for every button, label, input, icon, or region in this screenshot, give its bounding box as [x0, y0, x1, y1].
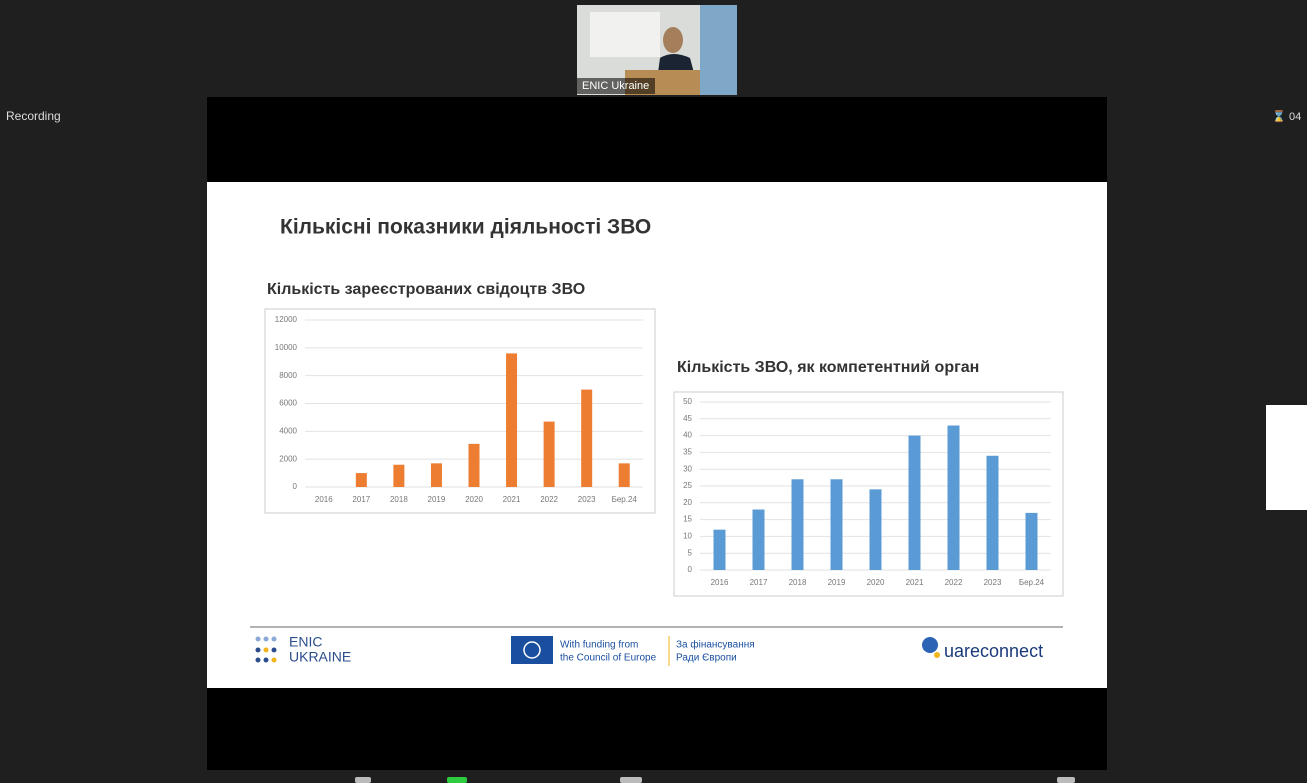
x-tick-label: 2016 — [315, 495, 333, 504]
x-tick-label: 2019 — [428, 495, 446, 504]
logo-dot — [264, 637, 269, 642]
y-tick-label: 10000 — [275, 343, 298, 352]
logo-dot — [264, 658, 269, 663]
x-tick-label: 2022 — [945, 578, 963, 587]
x-tick-label: 2021 — [906, 578, 924, 587]
x-tick-label: Бер.24 — [1019, 578, 1045, 587]
logo-dot — [272, 658, 277, 663]
x-tick-label: 2019 — [828, 578, 846, 587]
toolbar-icon[interactable] — [1057, 777, 1075, 783]
logo-dot — [256, 658, 261, 663]
logo-text: UKRAINE — [289, 649, 351, 665]
logo-text: ENIC — [289, 634, 322, 650]
side-panel — [1266, 405, 1307, 510]
y-tick-label: 2000 — [279, 454, 297, 463]
y-tick-label: 0 — [688, 565, 693, 574]
person-head — [663, 27, 683, 53]
x-tick-label: 2023 — [578, 495, 596, 504]
x-tick-label: 2020 — [465, 495, 483, 504]
y-tick-label: 15 — [683, 515, 692, 524]
logo-dot — [272, 637, 277, 642]
x-tick-label: 2016 — [711, 578, 729, 587]
y-tick-label: 25 — [683, 481, 692, 490]
banner — [700, 5, 737, 95]
bar — [506, 353, 517, 487]
slide-title: Кількісні показники діяльності ЗВО — [280, 216, 651, 239]
chart-title: Кількість ЗВО, як компетентний орган — [677, 359, 979, 376]
projector-screen — [590, 12, 660, 57]
x-tick-label: 2017 — [352, 495, 370, 504]
timer: 04 — [1289, 111, 1301, 123]
logo-dot — [272, 648, 277, 653]
bar — [393, 465, 404, 487]
toolbar-icon[interactable] — [447, 777, 467, 783]
bar — [619, 463, 630, 487]
y-tick-label: 0 — [293, 482, 298, 491]
bar — [431, 463, 442, 487]
coe-logo — [511, 636, 553, 664]
y-tick-label: 5 — [688, 548, 693, 557]
bar — [831, 479, 843, 570]
bar — [870, 489, 882, 570]
bar — [544, 422, 555, 487]
bar — [792, 479, 804, 570]
y-tick-label: 20 — [683, 498, 692, 507]
y-tick-label: 4000 — [279, 426, 297, 435]
x-tick-label: 2023 — [984, 578, 1002, 587]
bar — [987, 456, 999, 570]
video-label: ENIC Ukraine — [582, 80, 649, 92]
bar — [469, 444, 480, 487]
bar — [714, 530, 726, 570]
x-tick-label: 2022 — [540, 495, 558, 504]
timer-icon: ⌛ — [1272, 110, 1286, 123]
toolbar-icon[interactable] — [355, 777, 371, 783]
y-tick-label: 6000 — [279, 399, 297, 408]
funding-text: За фінансування — [676, 639, 755, 651]
recording-label: Recording — [6, 109, 61, 123]
bar — [909, 436, 921, 570]
x-tick-label: 2018 — [390, 495, 408, 504]
partner-logo-mark — [922, 637, 938, 653]
y-tick-label: 30 — [683, 464, 692, 473]
bar — [1026, 513, 1038, 570]
slide — [207, 182, 1107, 688]
y-tick-label: 50 — [683, 397, 692, 406]
x-tick-label: Бер.24 — [612, 495, 638, 504]
partner-logo: uareconnect — [944, 641, 1043, 661]
y-tick-label: 35 — [683, 448, 692, 457]
meeting-window: ENIC Ukraine Recording ⌛ 04 Кількісні по… — [0, 0, 1307, 783]
logo-dot — [264, 648, 269, 653]
x-tick-label: 2018 — [789, 578, 807, 587]
video-tile[interactable]: ENIC Ukraine — [577, 5, 737, 95]
x-tick-label: 2021 — [503, 495, 521, 504]
funding-text: the Council of Europe — [560, 653, 657, 664]
partner-logo-mark — [934, 652, 940, 658]
y-tick-label: 12000 — [275, 315, 298, 324]
y-tick-label: 8000 — [279, 371, 297, 380]
x-tick-label: 2020 — [867, 578, 885, 587]
funding-text: With funding from — [560, 640, 638, 651]
bar — [948, 426, 960, 570]
bar — [356, 473, 367, 487]
logo-dot — [256, 637, 261, 642]
y-tick-label: 45 — [683, 414, 692, 423]
chart-title: Кількість зареєстрованих свідоцтв ЗВО — [267, 281, 585, 298]
x-tick-label: 2017 — [750, 578, 768, 587]
y-tick-label: 10 — [683, 532, 692, 541]
y-tick-label: 40 — [683, 431, 692, 440]
logo-dot — [256, 648, 261, 653]
funding-text: Ради Європи — [676, 653, 737, 664]
toolbar-icon[interactable] — [620, 777, 642, 783]
bar — [753, 510, 765, 570]
bar — [581, 390, 592, 487]
